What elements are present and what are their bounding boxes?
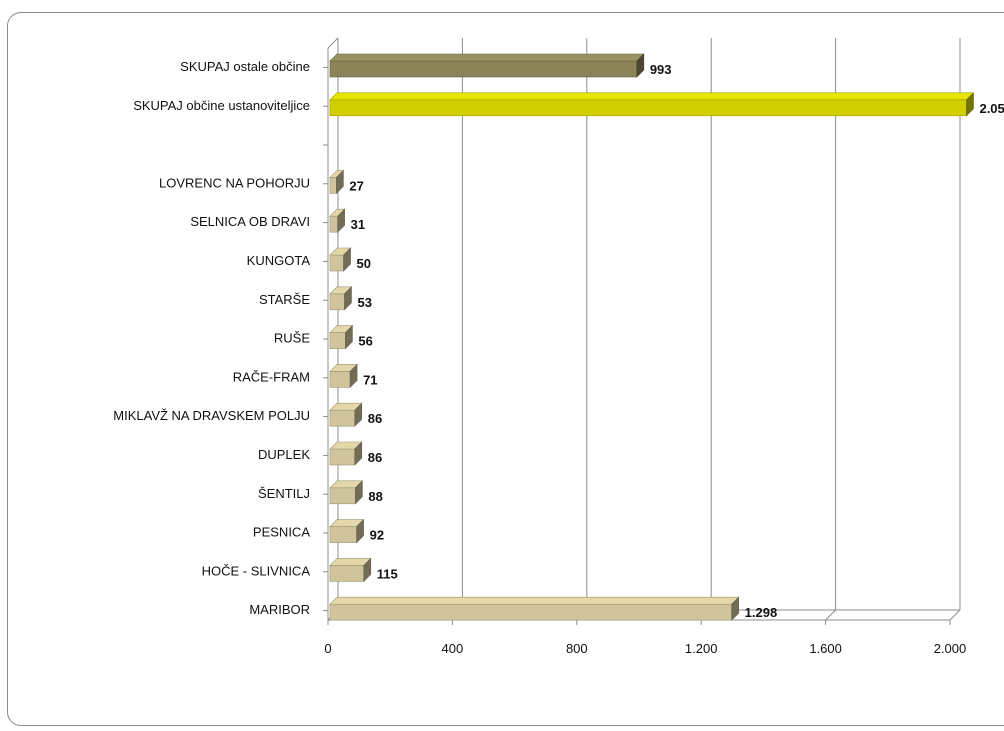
bar-end — [354, 402, 363, 427]
data-label: 86 — [368, 411, 382, 426]
bar — [329, 409, 356, 427]
bar — [329, 487, 356, 505]
bar — [329, 448, 356, 466]
bar-end — [345, 324, 353, 350]
x-tick-label: 1.200 — [685, 641, 718, 656]
x-tick-label: 1.600 — [809, 641, 842, 656]
data-label: 115 — [377, 566, 398, 581]
bar-end — [363, 557, 372, 583]
category-label: SKUPAJ občine ustanoviteljice — [133, 98, 310, 113]
bar — [329, 526, 357, 543]
category-label: RUŠE — [274, 331, 310, 346]
gridline-floor — [949, 609, 961, 621]
bar-end — [356, 518, 364, 544]
category-label: ŠENTILJ — [258, 486, 310, 501]
bar-end — [355, 480, 363, 505]
bar — [329, 565, 365, 582]
bar-top — [329, 53, 645, 62]
category-label: SKUPAJ ostale občine — [180, 59, 310, 74]
bar — [329, 254, 344, 272]
category-label: PESNICA — [253, 525, 310, 540]
bar-top — [329, 596, 740, 605]
data-label: 1.298 — [745, 605, 778, 620]
bar — [329, 99, 967, 117]
category-label: MIKLAVŽ NA DRAVSKEM POLJU — [113, 408, 310, 423]
data-label: 2.053 — [979, 101, 1004, 116]
data-label: 53 — [357, 295, 371, 310]
data-label: 71 — [363, 372, 377, 387]
category-label: KUNGOTA — [247, 253, 311, 268]
category-label: RAČE-FRAM — [233, 369, 310, 384]
bar-end — [349, 363, 358, 389]
bar — [329, 603, 732, 621]
x-tick-label: 800 — [566, 641, 588, 656]
bar-end — [343, 247, 351, 272]
data-label: 88 — [368, 489, 382, 504]
data-label: 50 — [357, 256, 371, 271]
bar — [329, 177, 337, 194]
bar-end — [731, 596, 739, 621]
x-tick-label: 2.000 — [934, 641, 967, 656]
bar-end — [337, 208, 345, 233]
category-label: DUPLEK — [258, 447, 310, 462]
data-label: 27 — [349, 178, 363, 193]
bar-end — [966, 92, 974, 117]
gridline-floor — [825, 609, 836, 621]
category-label: MARIBOR — [249, 602, 310, 617]
x-tick-label: 400 — [442, 641, 464, 656]
category-label: HOČE - SLIVNICA — [202, 563, 311, 578]
bar — [329, 371, 351, 388]
bar-end — [354, 441, 363, 466]
data-label: 993 — [650, 62, 672, 77]
category-label: SELNICA OB DRAVI — [190, 214, 310, 229]
bar — [329, 332, 346, 349]
bar — [329, 293, 345, 311]
category-label: STARŠE — [259, 292, 310, 307]
bar-top — [329, 92, 975, 101]
bar-end — [344, 286, 352, 311]
bar-end — [636, 53, 645, 78]
axis-wall-top — [327, 37, 339, 49]
category-label: LOVRENC NA POHORJU — [159, 175, 310, 190]
data-label: 86 — [368, 450, 382, 465]
data-label: 92 — [370, 528, 384, 543]
bar-end — [336, 169, 344, 195]
x-tick-label: 0 — [324, 641, 331, 656]
data-label: 56 — [358, 334, 372, 349]
data-label: 31 — [351, 217, 365, 232]
bar — [329, 215, 338, 233]
bar — [329, 60, 638, 78]
